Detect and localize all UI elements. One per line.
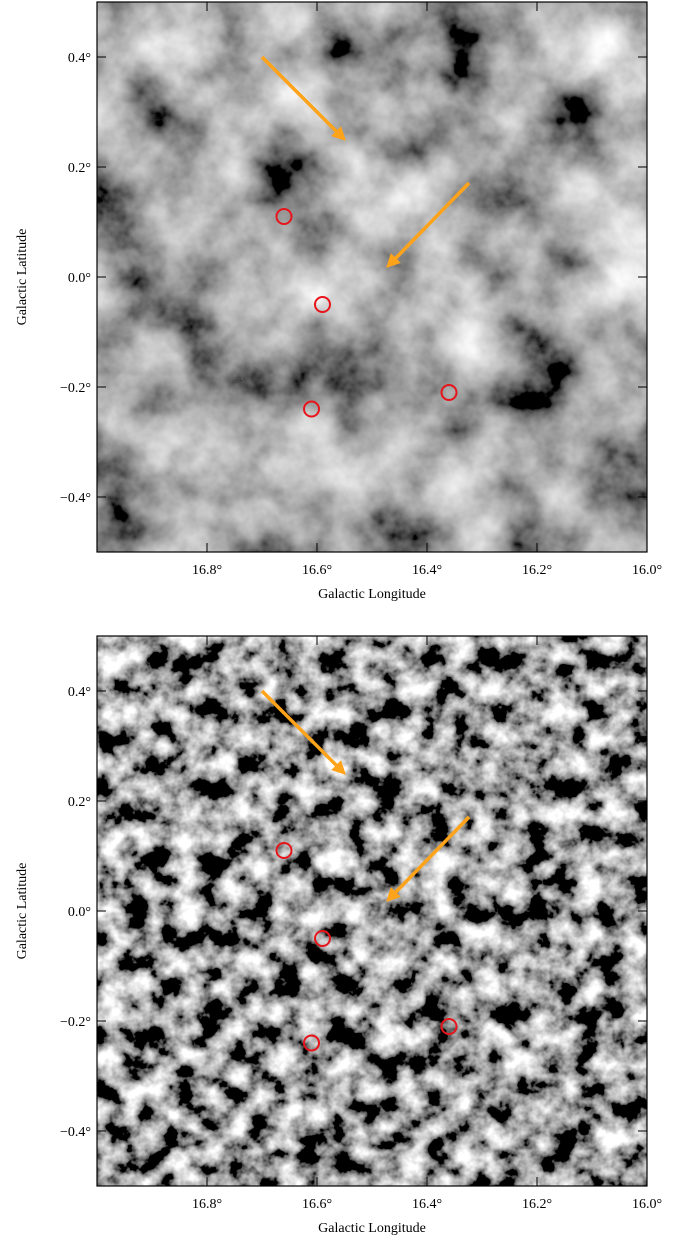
- x-tick-label: 16.0°: [632, 1197, 662, 1212]
- plots: 16.8° 16.6° 16.4° 16.2° 16.0° 0.4° 0.2° 0.0° −0.…: [15, 2, 662, 1236]
- x-tick-label: 16.4°: [412, 563, 442, 578]
- y-tick-label: 0.4°: [68, 51, 91, 66]
- x-tick-label: 16.8°: [192, 563, 222, 578]
- x-tick-label: 16.6°: [302, 1197, 332, 1212]
- y-axis-label: Galactic Latitude: [15, 863, 30, 960]
- page: 16.8° 16.6° 16.4° 16.2° 16.0° 0.4° 0.2° 0.0° −0.…: [0, 0, 689, 1243]
- y-tick-label: −0.4°: [60, 1125, 91, 1140]
- sky-image: [97, 2, 647, 552]
- x-tick-label: 16.2°: [522, 563, 552, 578]
- x-tick-label: 16.4°: [412, 1197, 442, 1212]
- x-axis-label: Galactic Longitude: [318, 1221, 426, 1236]
- y-tick-label: −0.2°: [60, 1015, 91, 1030]
- sky-image: [97, 636, 647, 1186]
- x-tick-label: 16.0°: [632, 563, 662, 578]
- y-tick-label: 0.0°: [68, 271, 91, 286]
- x-tick-label: 16.2°: [522, 1197, 552, 1212]
- y-tick-label: 0.4°: [68, 685, 91, 700]
- y-tick-label: −0.4°: [60, 491, 91, 506]
- x-tick-label: 16.8°: [192, 1197, 222, 1212]
- y-axis-label: Galactic Latitude: [15, 229, 30, 326]
- y-tick-label: 0.2°: [68, 161, 91, 176]
- y-tick-label: 0.2°: [68, 795, 91, 810]
- y-tick-label: 0.0°: [68, 905, 91, 920]
- x-tick-label: 16.6°: [302, 563, 332, 578]
- x-axis-label: Galactic Longitude: [318, 587, 426, 602]
- figure: 16.8° 16.6° 16.4° 16.2° 16.0° 0.4° 0.2° 0.0° −0.…: [0, 0, 689, 1238]
- y-tick-label: −0.2°: [60, 381, 91, 396]
